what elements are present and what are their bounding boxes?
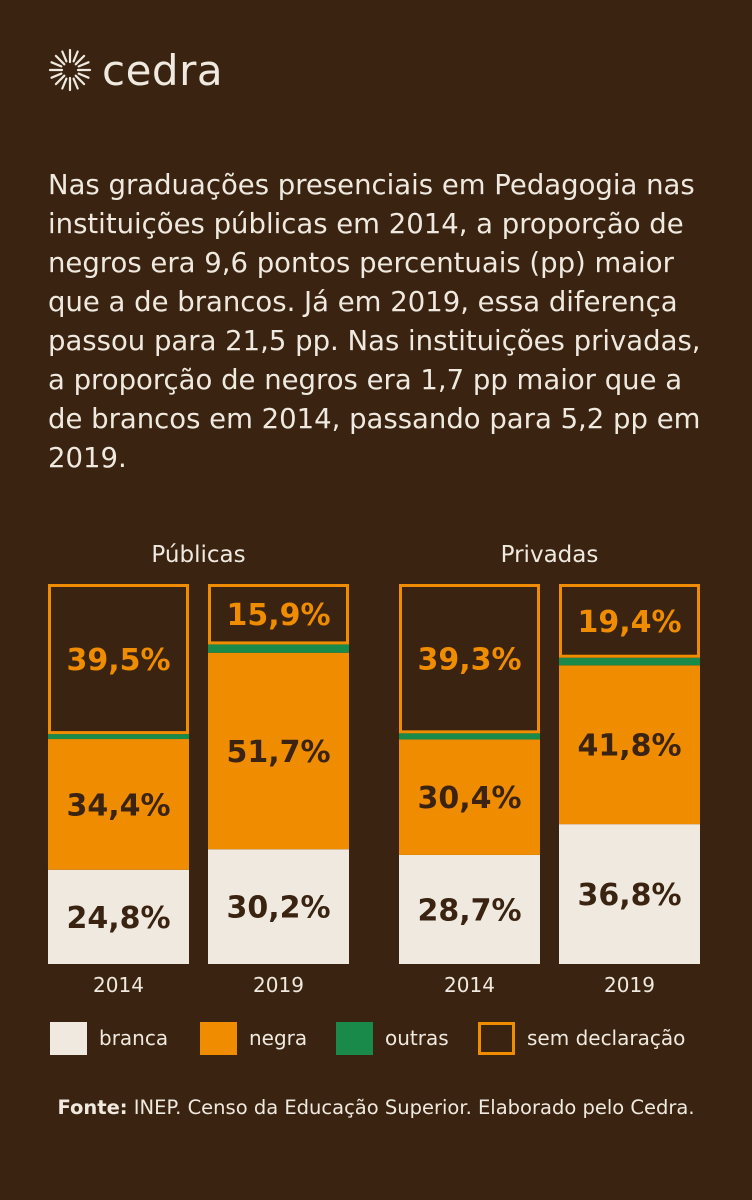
data-label: 28,7%: [417, 893, 521, 928]
stacked-bar-chart: Públicas 24,8% 34,4% 39,5% 2014 30,2% 51,7% 15,…: [48, 542, 700, 997]
source-text: INEP. Censo da Educação Superior. Elabor…: [127, 1096, 695, 1119]
bar-segment-outras: [48, 734, 189, 740]
legend-label-branca: branca: [99, 1026, 169, 1050]
brand-name: cedra: [102, 45, 224, 95]
data-label: 39,5%: [66, 643, 170, 678]
data-label: 39,3%: [417, 643, 521, 678]
bar-segment-outras: [399, 733, 540, 740]
bar-segment-branca: [48, 869, 189, 964]
legend-label-outras: outras: [385, 1026, 449, 1050]
bar-segment-negra: [208, 652, 349, 850]
bar-segment-branca: [559, 824, 700, 964]
legend-swatch-branca: [50, 1021, 87, 1055]
bar-segment-outras: [208, 644, 349, 653]
bar-segment-sem-declaracao: [399, 584, 540, 734]
data-label: 41,8%: [577, 729, 681, 764]
data-label: 36,8%: [577, 878, 681, 913]
source-note: Fonte: INEP. Censo da Educação Superior.…: [40, 1094, 712, 1122]
x-tick-label: 2019: [253, 973, 304, 997]
legend-label-negra: negra: [249, 1026, 308, 1050]
data-label: 34,4%: [66, 788, 170, 823]
sun-icon: [48, 48, 92, 92]
bar-segment-outras: [559, 657, 700, 666]
data-label: 30,4%: [417, 781, 521, 816]
data-label: 19,4%: [577, 605, 681, 640]
bar-segment-branca: [399, 854, 540, 964]
intro-text: Nas graduações presenciais em Pedagogia …: [48, 168, 701, 474]
legend-item-negra: negra: [200, 1020, 307, 1056]
brand-logo: cedra: [46, 40, 223, 100]
legend-item-sem-declaracao: sem declaração: [478, 1020, 685, 1056]
legend-item-branca: branca: [50, 1020, 168, 1056]
legend-item-outras: outras: [336, 1020, 449, 1056]
x-tick-label: 2019: [604, 973, 655, 997]
source-label: Fonte:: [57, 1096, 128, 1119]
x-tick-label: 2014: [444, 973, 495, 997]
group-title: Públicas: [151, 542, 245, 568]
bar-segment-branca: [208, 849, 349, 964]
bar-segment-sem-declaracao: [48, 584, 189, 735]
bar-segment-sem-declaracao: [559, 584, 700, 658]
data-label: 51,7%: [226, 735, 330, 770]
bar-segment-negra: [399, 739, 540, 855]
legend-swatch-outras: [336, 1021, 373, 1055]
data-label: 30,2%: [226, 891, 330, 926]
data-label: 24,8%: [66, 901, 170, 936]
data-label: 15,9%: [226, 598, 330, 633]
group-title: Privadas: [501, 542, 599, 568]
bar-segment-sem-declaracao: [208, 584, 349, 645]
x-tick-label: 2014: [93, 973, 144, 997]
legend-swatch-sem-declaracao: [478, 1021, 515, 1055]
legend-label-sem-declaracao: sem declaração: [527, 1026, 686, 1050]
bar-segment-negra: [48, 739, 189, 870]
chart-legend: branca negra outras sem declaração: [50, 1020, 730, 1060]
legend-swatch-negra: [200, 1021, 237, 1055]
bar-segment-negra: [559, 665, 700, 825]
